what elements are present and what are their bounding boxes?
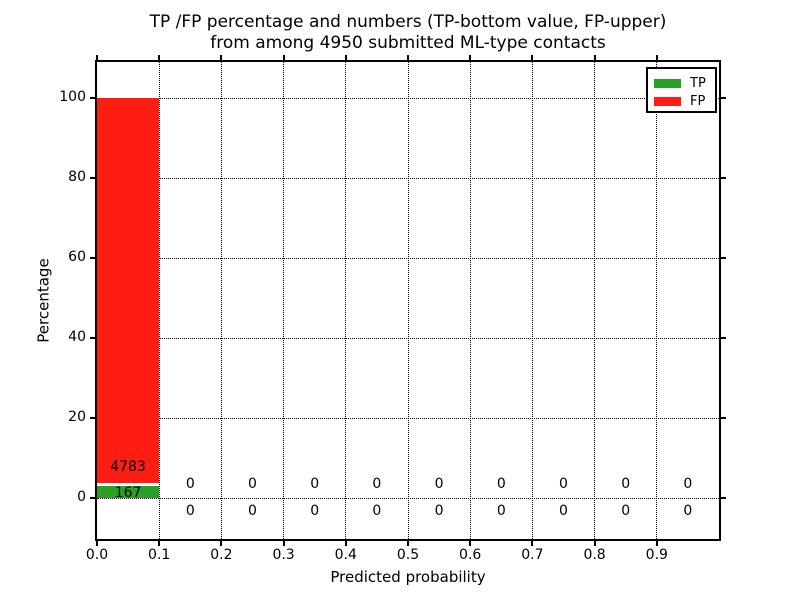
y-tick-mark <box>721 337 726 339</box>
x-tick-mark <box>655 541 658 546</box>
x-tick-mark <box>282 541 285 546</box>
y-tick-mark <box>721 97 726 99</box>
x-gridline <box>345 62 347 539</box>
x-tick-mark <box>407 55 409 60</box>
legend-swatch-tp <box>654 78 681 88</box>
x-tick-label: 0.9 <box>645 547 668 563</box>
fp-count-label: 0 <box>559 476 568 493</box>
y-tick-label: 0 <box>77 489 86 505</box>
y-tick-mark <box>90 337 95 339</box>
x-axis-label: Predicted probability <box>330 568 486 586</box>
x-gridline <box>469 62 471 539</box>
legend-item-fp: FP <box>648 92 715 110</box>
tp-count-label: 167 <box>114 485 142 501</box>
fp-count-label: 0 <box>434 476 444 493</box>
x-tick-mark <box>593 55 596 60</box>
x-tick-mark <box>96 55 98 60</box>
x-tick-mark <box>158 541 161 546</box>
fp-count-label: 0 <box>372 476 382 493</box>
tp-count-label: 0 <box>248 503 257 519</box>
y-tick-mark <box>90 257 95 259</box>
tp-count-label: 0 <box>683 503 693 519</box>
y-tick-label: 80 <box>68 169 86 185</box>
x-tick-label: 0.3 <box>272 547 295 563</box>
x-tick-label: 0.1 <box>148 547 171 563</box>
tp-count-label: 0 <box>185 503 195 519</box>
legend-swatch-fp <box>654 96 681 106</box>
x-gridline <box>220 62 222 539</box>
tp-count-label: 0 <box>559 503 568 519</box>
y-tick-mark <box>721 497 726 499</box>
x-tick-mark <box>220 55 223 60</box>
legend: TP FP <box>646 67 717 113</box>
y-tick-label: 100 <box>59 89 86 105</box>
x-tick-label: 0.4 <box>334 547 357 563</box>
tp-count-label: 0 <box>621 503 631 519</box>
y-tick-mark <box>721 177 726 179</box>
x-gridline <box>407 62 409 539</box>
legend-label-fp: FP <box>690 93 706 109</box>
x-tick-label: 0.2 <box>210 547 233 563</box>
x-tick-mark <box>593 541 596 546</box>
y-tick-mark <box>90 177 95 179</box>
fp-count-label: 0 <box>683 476 693 493</box>
y-tick-label: 20 <box>68 409 86 425</box>
y-tick-mark <box>90 97 95 99</box>
y-tick-mark <box>90 417 95 419</box>
bar-segment-tp <box>97 486 160 498</box>
x-gridline <box>656 62 658 539</box>
tp-count-label: 0 <box>372 503 382 519</box>
x-tick-mark <box>96 541 98 546</box>
tp-count-label: 0 <box>496 503 506 519</box>
x-tick-label: 0.7 <box>521 547 544 563</box>
tp-count-label: 0 <box>434 503 444 519</box>
x-tick-mark <box>220 541 223 546</box>
x-tick-mark <box>469 541 472 546</box>
x-gridline <box>158 62 160 539</box>
fp-count-label: 0 <box>621 476 631 493</box>
chart-title: TP /FP percentage and numbers (TP-bottom… <box>95 12 721 54</box>
fp-count-label: 0 <box>185 476 195 493</box>
y-tick-mark <box>721 257 726 259</box>
y-tick-label: 40 <box>68 329 86 345</box>
legend-label-tp: TP <box>690 75 706 91</box>
y-tick-label: 60 <box>68 249 86 265</box>
chart-title-line2: from among 4950 submitted ML-type contac… <box>210 33 606 53</box>
x-tick-mark <box>282 55 285 60</box>
fp-count-label: 4783 <box>110 458 146 475</box>
x-tick-mark <box>344 541 347 546</box>
y-tick-mark <box>721 417 726 419</box>
x-tick-label: 0.0 <box>85 547 109 563</box>
chart-title-line1: TP /FP percentage and numbers (TP-bottom… <box>149 12 667 32</box>
x-tick-mark <box>531 541 534 546</box>
x-tick-mark <box>158 55 161 60</box>
x-tick-mark <box>531 55 534 60</box>
x-tick-label: 0.6 <box>459 547 482 563</box>
x-tick-mark <box>655 55 658 60</box>
tp-count-label: 0 <box>310 503 320 519</box>
x-tick-mark <box>344 55 347 60</box>
x-tick-label: 0.8 <box>583 547 606 563</box>
x-tick-label: 0.5 <box>396 547 420 563</box>
x-tick-mark <box>407 541 409 546</box>
y-axis-label: Percentage <box>34 258 53 343</box>
fp-count-label: 0 <box>496 476 506 493</box>
x-gridline <box>531 62 533 539</box>
y-tick-mark <box>90 497 95 499</box>
fp-count-label: 0 <box>248 476 257 493</box>
legend-item-tp: TP <box>648 74 715 92</box>
x-gridline <box>283 62 285 539</box>
fp-count-label: 0 <box>310 476 320 493</box>
x-gridline <box>594 62 596 539</box>
bar-segment-fp <box>97 98 160 484</box>
x-tick-mark <box>469 55 472 60</box>
